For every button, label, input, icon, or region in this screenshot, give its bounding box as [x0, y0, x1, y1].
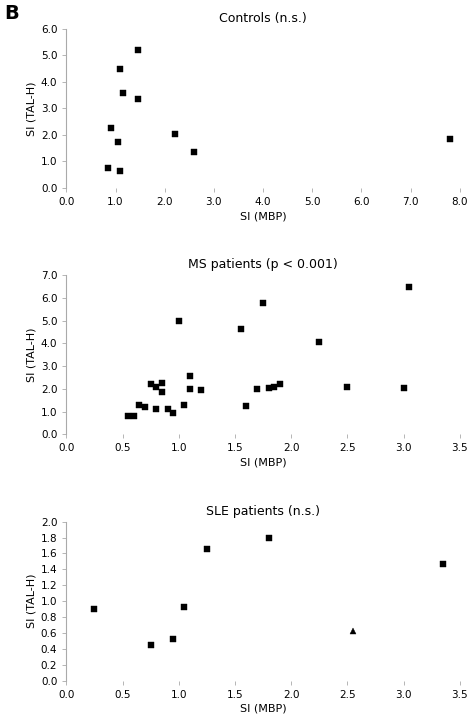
Y-axis label: SI (TAL-H): SI (TAL-H): [27, 327, 36, 382]
Y-axis label: SI (TAL-H): SI (TAL-H): [27, 81, 36, 135]
Text: B: B: [5, 4, 19, 22]
Y-axis label: SI (TAL-H): SI (TAL-H): [27, 574, 36, 628]
X-axis label: SI (MBP): SI (MBP): [240, 211, 286, 221]
X-axis label: SI (MBP): SI (MBP): [240, 458, 286, 468]
Title: Controls (n.s.): Controls (n.s.): [219, 12, 307, 25]
Title: MS patients (p < 0.001): MS patients (p < 0.001): [188, 258, 338, 272]
X-axis label: SI (MBP): SI (MBP): [240, 704, 286, 714]
Title: SLE patients (n.s.): SLE patients (n.s.): [206, 505, 320, 518]
